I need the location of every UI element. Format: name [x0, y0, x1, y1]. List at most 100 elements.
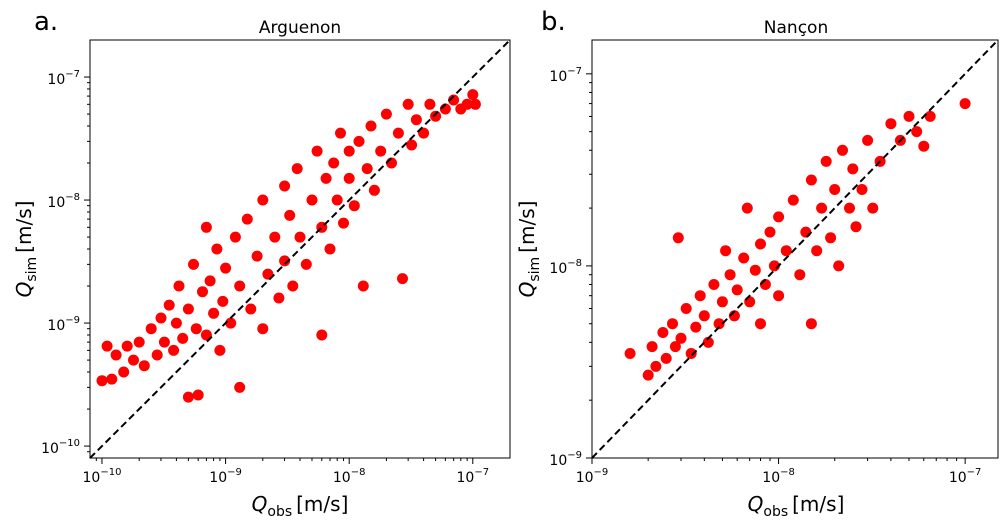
data-point	[155, 312, 167, 324]
data-point	[392, 127, 404, 139]
panel-nancon: b. Nançon 10−9 10−8 10−7 10−9 10−8 10−7 Qobs…	[515, 7, 999, 520]
data-point	[273, 292, 285, 304]
data-point	[698, 310, 710, 322]
y-tick-label: 10−9	[47, 315, 80, 334]
data-point	[192, 389, 204, 401]
data-point	[397, 273, 408, 285]
data-point	[708, 279, 720, 290]
x-tick-label: 10−10	[83, 467, 122, 486]
data-point	[749, 264, 761, 276]
data-point	[170, 317, 182, 329]
data-point	[959, 98, 971, 110]
data-point	[269, 231, 281, 243]
data-point	[780, 245, 792, 257]
data-point	[225, 317, 237, 329]
scatter-points-b	[624, 98, 971, 381]
y-tick-label: 10−8	[47, 192, 80, 211]
data-point	[837, 144, 848, 156]
reference-line-b	[591, 39, 999, 459]
data-point	[690, 321, 702, 333]
data-point	[844, 202, 855, 214]
data-point	[430, 110, 442, 122]
data-point	[685, 348, 697, 359]
data-point	[418, 127, 430, 139]
data-point	[694, 290, 706, 302]
data-point	[787, 194, 799, 206]
data-point	[220, 262, 232, 274]
data-point	[646, 341, 658, 353]
data-point	[338, 217, 349, 229]
y-axis-label-a: Qsim[m/s]	[12, 201, 40, 298]
data-point	[121, 340, 133, 352]
data-point	[306, 194, 318, 206]
data-point	[138, 360, 150, 372]
data-point	[820, 155, 832, 167]
data-point	[406, 139, 418, 151]
data-point	[672, 232, 684, 244]
data-point	[357, 280, 369, 292]
y-axis-label-b: Qsim[m/s]	[515, 201, 543, 298]
data-point	[680, 303, 692, 314]
data-point	[211, 243, 223, 255]
reference-line-a	[89, 39, 511, 459]
data-point	[197, 286, 208, 298]
plot-frame-b	[591, 39, 999, 459]
data-point	[257, 323, 269, 335]
data-point	[324, 243, 336, 255]
data-point	[204, 275, 216, 287]
data-point	[234, 381, 246, 393]
data-point	[911, 126, 923, 138]
chart-title-b: Nançon	[764, 18, 828, 38]
data-point	[669, 341, 681, 353]
x-tick-label: 10−9	[576, 467, 609, 486]
chart-title-a: Arguenon	[259, 18, 341, 38]
data-point	[173, 280, 185, 292]
data-point	[208, 307, 220, 319]
x-tick-label: 10−9	[209, 467, 242, 486]
data-point	[328, 157, 340, 169]
data-point	[755, 238, 766, 250]
data-point	[829, 184, 841, 195]
data-point	[229, 231, 241, 243]
data-point	[320, 172, 332, 184]
data-point	[713, 318, 725, 330]
data-point	[200, 221, 212, 233]
data-point	[365, 120, 377, 132]
data-point	[924, 110, 936, 122]
data-point	[101, 340, 113, 352]
data-point	[316, 329, 328, 341]
data-point	[794, 269, 806, 281]
x-tick-label: 10−7	[949, 467, 982, 486]
panel-arguenon: a. Arguenon 10−10 10−9 10−8 10−7 10−10 10−9 1…	[12, 7, 511, 520]
data-point	[300, 258, 312, 270]
panel-letter-a: a.	[34, 7, 58, 37]
y-tick-label: 10−10	[41, 438, 80, 457]
data-point	[724, 269, 736, 281]
data-point	[190, 323, 202, 335]
data-point	[331, 194, 343, 206]
data-point	[380, 108, 392, 120]
data-point	[702, 336, 714, 348]
data-point	[361, 163, 373, 175]
data-point	[805, 318, 817, 330]
x-axis-label-a: Qobs [m/s]	[252, 492, 349, 520]
y-ticks-b: 10−9 10−8 10−7	[549, 66, 592, 469]
y-tick-label: 10−7	[47, 69, 80, 88]
data-point	[145, 323, 157, 335]
data-point	[885, 118, 897, 130]
data-point	[311, 145, 323, 157]
data-point	[200, 329, 212, 341]
data-point	[469, 98, 481, 110]
data-point	[284, 209, 296, 221]
data-point	[291, 163, 303, 175]
y-tick-label: 10−9	[549, 450, 582, 469]
data-point	[177, 332, 189, 344]
data-point	[903, 110, 915, 122]
data-point	[128, 354, 139, 366]
data-point	[461, 98, 473, 110]
x-tick-label: 10−8	[333, 467, 366, 486]
data-point	[118, 366, 130, 378]
data-point	[738, 252, 750, 264]
data-point	[402, 98, 414, 110]
